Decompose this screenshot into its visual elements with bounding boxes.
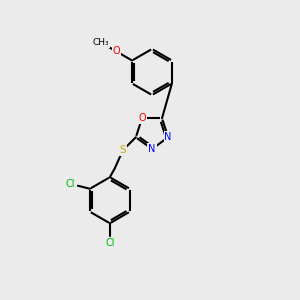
Text: Cl: Cl [105, 238, 115, 248]
Text: O: O [113, 46, 120, 56]
Text: CH₃: CH₃ [93, 38, 109, 47]
Text: O: O [138, 113, 146, 123]
Text: N: N [164, 132, 172, 142]
Text: N: N [148, 144, 156, 154]
Text: S: S [119, 145, 126, 155]
Text: Cl: Cl [65, 179, 75, 189]
